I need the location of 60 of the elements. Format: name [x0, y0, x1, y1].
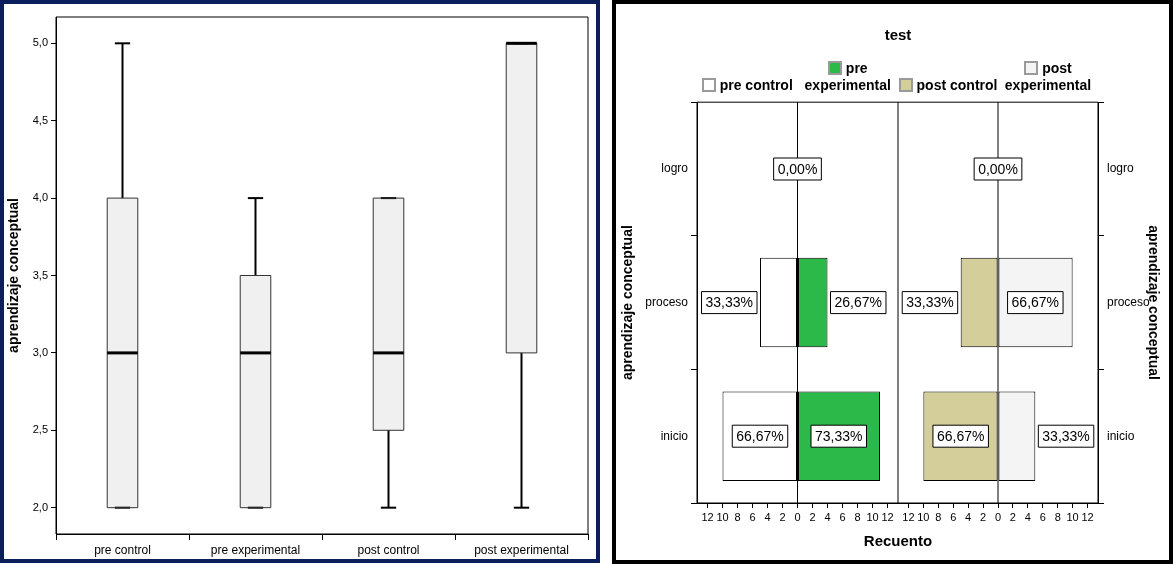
x-tick-label: pre experimental: [210, 542, 301, 557]
y-tick-label: 3,5: [32, 268, 48, 281]
y-tick-label: proceso: [645, 294, 689, 309]
legend-label: pre control: [718, 77, 794, 94]
annotation: 33,33%: [1042, 428, 1090, 445]
x-tick-label: 8: [935, 510, 942, 523]
x-tick-label: 2: [809, 510, 816, 523]
x-tick-label: 10: [1066, 510, 1079, 523]
x-axis-title: Recuento: [862, 532, 934, 549]
x-tick-label: 6: [749, 510, 756, 523]
annotation: 73,33%: [815, 428, 863, 445]
y-axis-title: aprendizaje conceptual: [619, 225, 636, 381]
annotation: 33,33%: [906, 294, 954, 311]
x-tick-label: 12: [701, 510, 714, 523]
x-tick-label: 6: [1039, 510, 1046, 523]
legend-label: post control: [915, 77, 998, 94]
y-tick-label: 4,5: [32, 113, 48, 126]
y-tick-label: 2,0: [32, 500, 48, 513]
x-tick-label: post experimental: [474, 542, 569, 557]
annotation: 26,67%: [834, 294, 882, 311]
legend-label: post experimental: [1003, 60, 1093, 94]
x-tick-label: 8: [734, 510, 741, 523]
x-tick-label: 12: [1081, 510, 1094, 523]
y-tick-label: inicio: [660, 428, 689, 443]
x-tick-label: 6: [839, 510, 846, 523]
x-tick-label: 4: [764, 510, 771, 523]
x-tick-label: 2: [1009, 510, 1016, 523]
y-axis-title: aprendizaje conceptual: [5, 198, 22, 353]
x-tick-label: 10: [917, 510, 930, 523]
x-tick-label: 2: [779, 510, 786, 523]
x-tick-label: pre control: [94, 542, 151, 557]
y-tick-label: inicio: [1107, 428, 1135, 443]
annotation: 0,00%: [978, 160, 1018, 177]
x-tick-label: 4: [824, 510, 831, 523]
x-tick-label: 8: [1054, 510, 1061, 523]
x-tick-label: 6: [950, 510, 957, 523]
x-tick-label: 0: [994, 510, 1002, 523]
x-tick-label: 4: [1024, 510, 1031, 523]
annotation: 66,67%: [1011, 294, 1060, 311]
y-tick-label: logro: [1107, 161, 1135, 176]
y-tick-label: logro: [661, 161, 689, 176]
x-tick-label: 12: [902, 510, 915, 523]
annotation: 66,67%: [736, 428, 784, 445]
x-tick-label: 0: [794, 510, 801, 523]
x-tick-label: 2: [980, 510, 987, 523]
x-tick-label: 4: [965, 510, 972, 523]
annotation: 0,00%: [777, 160, 818, 177]
x-tick-label: 12: [881, 510, 894, 523]
annotation: 66,67%: [936, 428, 985, 445]
annotation: 33,33%: [705, 294, 753, 311]
y-tick-label: 5,0: [32, 36, 48, 49]
y-tick-label: 4,0: [32, 191, 48, 204]
legend-label: pre experimental: [803, 60, 892, 94]
y-tick-label: 3,0: [32, 345, 48, 358]
x-tick-label: 8: [854, 510, 861, 523]
x-tick-label: post control: [357, 542, 420, 557]
chart-title: test: [883, 26, 913, 43]
y-tick-label: 2,5: [32, 423, 48, 436]
x-tick-label: 10: [866, 510, 879, 523]
x-tick-label: 10: [716, 510, 729, 523]
